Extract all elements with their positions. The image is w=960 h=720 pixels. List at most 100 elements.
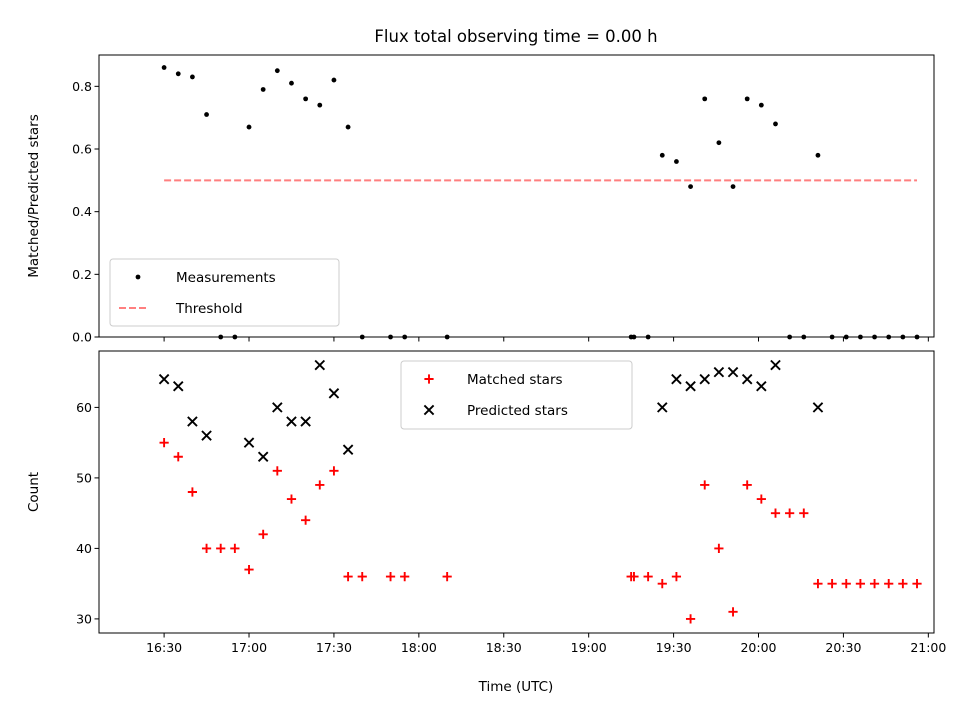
measurement-point — [688, 184, 693, 190]
measurement-point — [246, 124, 252, 130]
x-tick-label: 19:00 — [571, 640, 607, 655]
legend: Measurements Threshold — [109, 258, 340, 327]
legend-matched-swatch — [424, 374, 434, 384]
matched-star-point — [742, 480, 752, 490]
y-tick-label: 0.6 — [72, 142, 92, 157]
measurement-point — [303, 96, 309, 102]
x-tick-label: 18:00 — [401, 640, 437, 655]
legend-label: Threshold — [175, 301, 243, 317]
predicted-star-point — [286, 416, 297, 427]
matched-star-point — [657, 579, 667, 589]
measurement-point — [190, 74, 195, 80]
x-tick-label: 20:30 — [825, 640, 861, 655]
predicted-star-point — [741, 373, 753, 385]
predicted-star-point — [770, 359, 781, 371]
matched-star-point — [813, 579, 823, 589]
measurement-point — [758, 102, 764, 108]
matched-star-point — [685, 614, 696, 624]
matched-star-point — [187, 487, 198, 497]
legend-predicted-swatch — [423, 404, 435, 416]
predicted-star-point — [314, 359, 326, 371]
matched-star-point — [714, 543, 724, 553]
predicted-star-point — [187, 416, 198, 427]
x-tick-label: 17:30 — [316, 640, 352, 655]
x-tick-label: 18:30 — [486, 640, 522, 655]
legend-label: Predicted stars — [467, 403, 568, 419]
measurement-point — [345, 124, 351, 130]
predicted-star-point — [328, 388, 340, 399]
measurement-point — [815, 152, 821, 158]
matched-star-point — [728, 607, 738, 617]
matched-star-point — [230, 543, 240, 553]
matched-star-point — [869, 579, 880, 589]
measurement-point — [204, 112, 209, 117]
matched-star-point — [329, 466, 339, 476]
matched-star-point — [884, 579, 894, 589]
predicted-star-point — [699, 373, 711, 385]
matched-star-point — [785, 508, 795, 518]
measurement-point — [317, 102, 323, 108]
matched-star-point — [898, 579, 908, 589]
y-tick-label: 0.8 — [72, 79, 92, 94]
measurement-point — [716, 140, 722, 146]
measurement-point — [730, 184, 736, 190]
measurement-point — [702, 96, 708, 102]
predicted-star-point — [656, 402, 668, 413]
predicted-star-point — [243, 437, 255, 448]
matched-star-point — [173, 452, 183, 462]
panel-count: 16:30 17:00 17:30 18:00 18:30 19:00 19:30 20:00… — [26, 350, 946, 655]
predicted-star-point — [685, 380, 696, 392]
matched-star-point — [357, 572, 367, 582]
matched-star-point — [315, 480, 325, 490]
predicted-star-point — [342, 444, 354, 455]
matched-star-point — [912, 579, 922, 589]
matched-star-point — [643, 572, 653, 582]
measurement-point — [274, 68, 280, 74]
predicted-star-point — [201, 430, 212, 441]
plot-frame — [98, 350, 935, 634]
measurement-point — [659, 152, 665, 158]
matched-star-point — [799, 508, 809, 518]
matched-star-point — [201, 543, 212, 553]
predicted-star-point — [756, 380, 767, 392]
matched-star-point — [671, 572, 682, 582]
predicted-star-point — [172, 380, 184, 392]
matched-star-point — [244, 564, 254, 575]
matched-star-point — [756, 494, 766, 504]
y-tick-label: 0.4 — [72, 204, 92, 219]
matched-star-point — [385, 572, 396, 582]
y-tick-label: 30 — [76, 611, 92, 626]
matched-star-point — [629, 572, 639, 582]
matched-star-point — [442, 572, 452, 582]
predicted-star-point — [272, 402, 283, 413]
predicted-star-point — [713, 366, 725, 378]
matched-star-point — [400, 572, 410, 582]
predicted-star-point — [158, 373, 170, 385]
y-tick-label: 0.0 — [72, 330, 92, 345]
y-tick-label: 60 — [76, 400, 92, 415]
matched-star-point — [343, 572, 353, 582]
predicted-star-point — [727, 366, 739, 378]
matched-star-point — [216, 543, 226, 553]
x-tick-label: 16:30 — [146, 640, 182, 655]
x-axis-label: Time (UTC) — [478, 679, 554, 695]
measurement-point — [260, 87, 266, 92]
plot-frame — [98, 54, 935, 338]
measurement-point — [744, 96, 750, 102]
x-tick-label: 20:00 — [740, 640, 776, 655]
predicted-star-point — [257, 451, 269, 463]
x-tick-label: 17:00 — [231, 640, 267, 655]
y-tick-label: 50 — [76, 470, 92, 485]
measurement-point — [289, 80, 294, 86]
chart-title: Flux total observing time = 0.00 h — [374, 27, 657, 46]
measurement-point — [674, 159, 679, 164]
predicted-star-point — [300, 416, 311, 427]
panel-ratio: 0.0 0.2 0.4 0.6 0.8 Matched/Predicted stars Me… — [26, 54, 935, 345]
legend-label: Matched stars — [467, 372, 563, 388]
matched-star-point — [855, 579, 866, 589]
matched-star-point — [770, 508, 781, 518]
matched-star-point — [301, 515, 311, 525]
legend: Matched stars Predicted stars — [400, 360, 633, 430]
y-axis-label: Matched/Predicted stars — [26, 114, 42, 277]
